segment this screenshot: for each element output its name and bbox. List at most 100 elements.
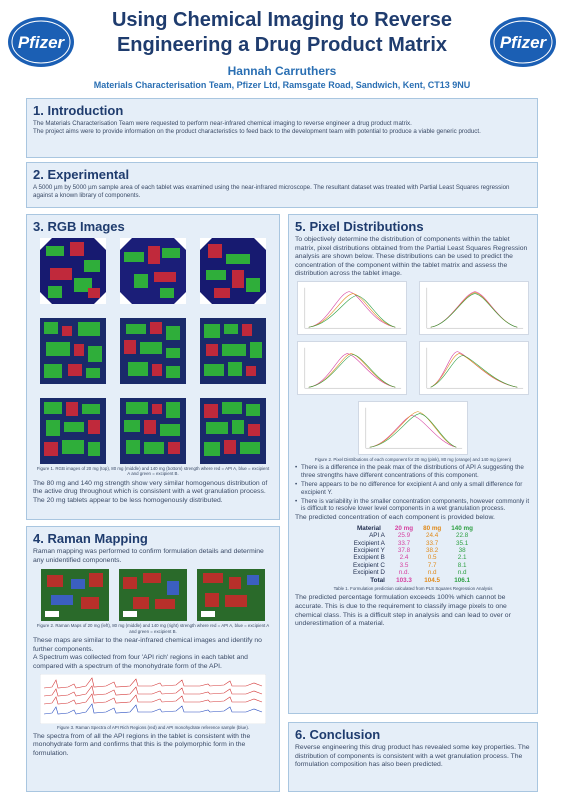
value-140mg: 22.8 xyxy=(456,532,469,540)
experimental-heading: 2. Experimental xyxy=(33,167,130,182)
raman-maps-caption: Figure 2. Raman Maps of 20 mg (left), 80… xyxy=(36,623,270,634)
value-20mg: n.d. xyxy=(398,569,410,577)
value-140mg: 38 xyxy=(458,546,466,554)
title-line-1: Using Chemical Imaging to Reverse xyxy=(111,9,453,31)
rgb-map-graphic xyxy=(120,318,186,384)
pixel-distribution-chart-excipient-b xyxy=(419,340,529,395)
pixel-finding-1: There is a difference in the peak max of… xyxy=(295,464,531,480)
rgb-image-80mg-3 xyxy=(200,318,266,384)
conclusion-text: Reverse engineering this drug product ha… xyxy=(295,744,530,769)
raman-map-140mg xyxy=(197,569,265,622)
conclusion-section: 6. Conclusion Reverse engineering this d… xyxy=(288,722,538,792)
pixel-finding-2: There appears to be no difference for ex… xyxy=(295,481,531,497)
value-80mg: n.d xyxy=(427,569,437,577)
rgb-images-text: The 80 mg and 140 mg strength show very … xyxy=(33,479,268,504)
rgb-map-graphic xyxy=(40,318,106,384)
col-header-80mg: 80 mg xyxy=(423,524,442,532)
raman-map-80mg xyxy=(119,569,187,622)
raman-mapping-section: 4. Raman Mapping Raman mapping was perfo… xyxy=(26,526,280,792)
rgb-images-heading: 3. RGB Images xyxy=(33,219,125,234)
rgb-image-140mg-1 xyxy=(40,398,106,464)
material-name: Excipient C xyxy=(353,561,385,569)
rgb-images-caption: Figure 1. RGB images of 20 mg (top), 80 … xyxy=(36,466,270,477)
raman-spectra-plot xyxy=(40,674,266,725)
rgb-image-80mg-2 xyxy=(120,318,186,384)
rgb-map-graphic xyxy=(120,238,186,304)
col-header-20mg: 20 mg xyxy=(394,524,414,532)
rgb-image-20mg-1 xyxy=(40,238,106,304)
table-row: Excipient C 3.5 7.7 8.1 xyxy=(348,562,478,569)
pixel-distributions-section: 5. Pixel Distributions To objectively de… xyxy=(288,214,538,714)
introduction-text-1: The Materials Characterisation Team were… xyxy=(33,120,412,127)
pixel-distribution-chart-api-a xyxy=(297,280,407,335)
material-name: Excipient D xyxy=(353,569,385,577)
rgb-image-20mg-2 xyxy=(120,238,186,304)
pixel-distribution-chart-excipient-a xyxy=(419,280,529,335)
poster-title: Using Chemical Imaging to Reverse Engine… xyxy=(80,8,484,58)
value-80mg: 0.5 xyxy=(427,554,437,562)
pixel-distribution-charts xyxy=(289,279,537,457)
value-20mg: 103.3 xyxy=(396,576,412,584)
rgb-map-graphic xyxy=(120,398,186,464)
table-row: Excipient B 2.4 0.5 2.1 xyxy=(348,554,478,561)
material-name: Excipient B xyxy=(353,554,385,562)
rgb-image-140mg-2 xyxy=(120,398,186,464)
rgb-map-graphic xyxy=(200,318,266,384)
col-header-140mg: 140 mg xyxy=(451,524,473,532)
experimental-text: A 5000 µm by 5000 µm sample area of each… xyxy=(33,184,510,199)
pixel-distributions-heading: 5. Pixel Distributions xyxy=(295,219,424,234)
pfizer-logo-left: Pfizer xyxy=(6,14,76,70)
rgb-image-grid xyxy=(27,236,279,466)
conclusion-heading: 6. Conclusion xyxy=(295,727,381,742)
value-20mg: 2.4 xyxy=(399,554,409,562)
table-total-row: Total 103.3 104.5 106.1 xyxy=(348,577,478,584)
value-80mg: 24.4 xyxy=(426,532,439,540)
pixel-distributions-text-1: To objectively determine the distributio… xyxy=(295,236,528,278)
table-header-row: Material 20 mg 80 mg 140 mg xyxy=(348,525,478,532)
rgb-image-140mg-3 xyxy=(200,398,266,464)
svg-text:Pfizer: Pfizer xyxy=(18,33,66,52)
table-row: Excipient A 33.7 33.7 35.1 xyxy=(348,540,478,547)
rgb-map-graphic xyxy=(200,238,266,304)
raman-text-1: Raman mapping was performed to confirm f… xyxy=(33,548,264,564)
value-20mg: 3.5 xyxy=(399,561,409,569)
title-line-2: Engineering a Drug Product Matrix xyxy=(116,34,448,56)
value-140mg: 35.1 xyxy=(456,539,469,547)
value-80mg: 104.5 xyxy=(424,576,441,584)
author-name: Hannah Carruthers xyxy=(227,64,337,78)
material-name: Total xyxy=(370,576,385,584)
raman-spectra-caption: Figure 3. Raman Spectra of API Rich Regi… xyxy=(56,725,250,731)
introduction-section: 1. Introduction The Materials Characteri… xyxy=(26,98,538,158)
pfizer-logo-right: Pfizer xyxy=(488,14,558,70)
raman-text-3: A Spectrum was collected from four 'API … xyxy=(33,654,248,670)
pixel-distribution-chart-excipient-c xyxy=(358,400,468,455)
value-140mg: 8.1 xyxy=(457,561,467,569)
value-80mg: 33.7 xyxy=(426,539,439,547)
value-20mg: 25.9 xyxy=(397,532,411,540)
prediction-intro: The predicted concentration of each comp… xyxy=(295,514,495,522)
table-row: Excipient Y 37.8 38.2 38 xyxy=(348,547,478,554)
rgb-map-graphic xyxy=(40,398,106,464)
raman-text-2: These maps are similar to the near-infra… xyxy=(33,637,262,653)
pixel-findings-list: There is a difference in the peak max of… xyxy=(289,464,537,513)
pixel-distributions-caption: Figure 2. Pixel Distributions of each co… xyxy=(314,456,512,462)
value-20mg: 37.8 xyxy=(397,546,411,554)
rgb-image-80mg-1 xyxy=(40,318,106,384)
value-140mg: n.d xyxy=(457,569,467,577)
svg-text:Pfizer: Pfizer xyxy=(500,33,548,52)
table-row: Excipient D n.d. n.d n.d xyxy=(348,569,478,576)
rgb-images-section: 3. RGB Images Figure 1. RGB images of 20… xyxy=(26,214,280,520)
pixel-distribution-chart-excipient-y xyxy=(297,340,407,395)
rgb-map-graphic xyxy=(40,238,106,304)
experimental-section: 2. Experimental A 5000 µm by 5000 µm sam… xyxy=(26,162,538,208)
rgb-map-graphic xyxy=(200,398,266,464)
rgb-image-20mg-3 xyxy=(200,238,266,304)
pixel-finding-3: There is variability in the smaller conc… xyxy=(295,498,531,514)
raman-map-20mg xyxy=(41,569,109,622)
raman-text-4: The spectra from of all the API regions … xyxy=(33,732,251,757)
affiliation: Materials Characterisation Team, Pfizer … xyxy=(93,80,471,90)
material-name: Excipient Y xyxy=(353,546,385,554)
material-name: Excipient A xyxy=(353,539,385,547)
value-80mg: 38.2 xyxy=(426,546,439,554)
col-header-material: Material xyxy=(357,524,381,532)
